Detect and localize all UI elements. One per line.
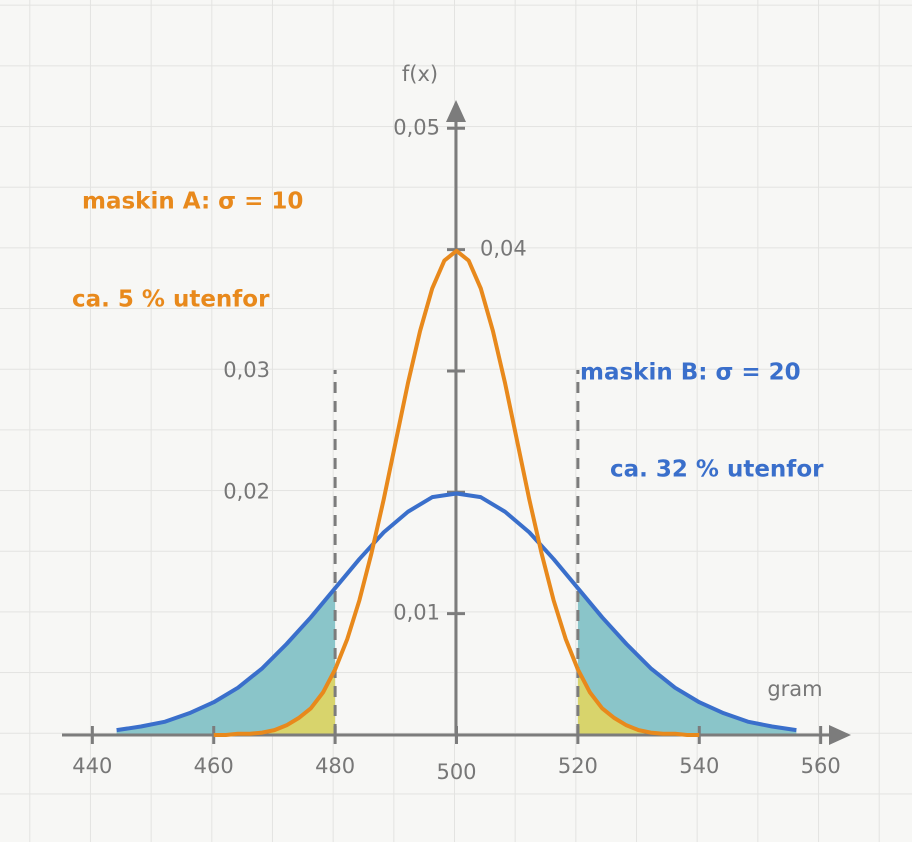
annotation: ca. 5 % utenfor — [72, 287, 270, 313]
annotation: maskin B: σ = 20 — [580, 360, 801, 386]
x-axis-arrow — [829, 725, 851, 745]
x-tick-label: 440 — [72, 754, 112, 778]
x-tick-label: 460 — [194, 754, 234, 778]
x-tick-label: 520 — [558, 754, 598, 778]
curve — [213, 248, 700, 737]
x-axis-label: gram — [767, 677, 822, 701]
x-tick-label: 480 — [315, 754, 355, 778]
y-axis-label: f(x) — [402, 62, 438, 86]
x-tick-label: 540 — [679, 754, 719, 778]
x-tick-label: 500 — [436, 760, 476, 784]
tail-area — [577, 669, 700, 735]
annotation: maskin A: σ = 10 — [82, 189, 303, 215]
annotation: ca. 32 % utenfor — [610, 457, 824, 483]
curve — [116, 491, 797, 733]
y-tick-label: 0,05 — [393, 115, 440, 139]
tail-area — [116, 588, 336, 735]
tail-area — [577, 588, 797, 735]
y-axis-arrow — [446, 100, 466, 122]
x-tick-label: 560 — [801, 754, 841, 778]
y-tick-label: 0,03 — [223, 358, 270, 382]
y-tick-label: 0,02 — [223, 479, 270, 503]
y-tick-label: 0,01 — [393, 601, 440, 625]
y-tick-label: 0,04 — [480, 237, 527, 261]
tail-area — [213, 669, 336, 735]
